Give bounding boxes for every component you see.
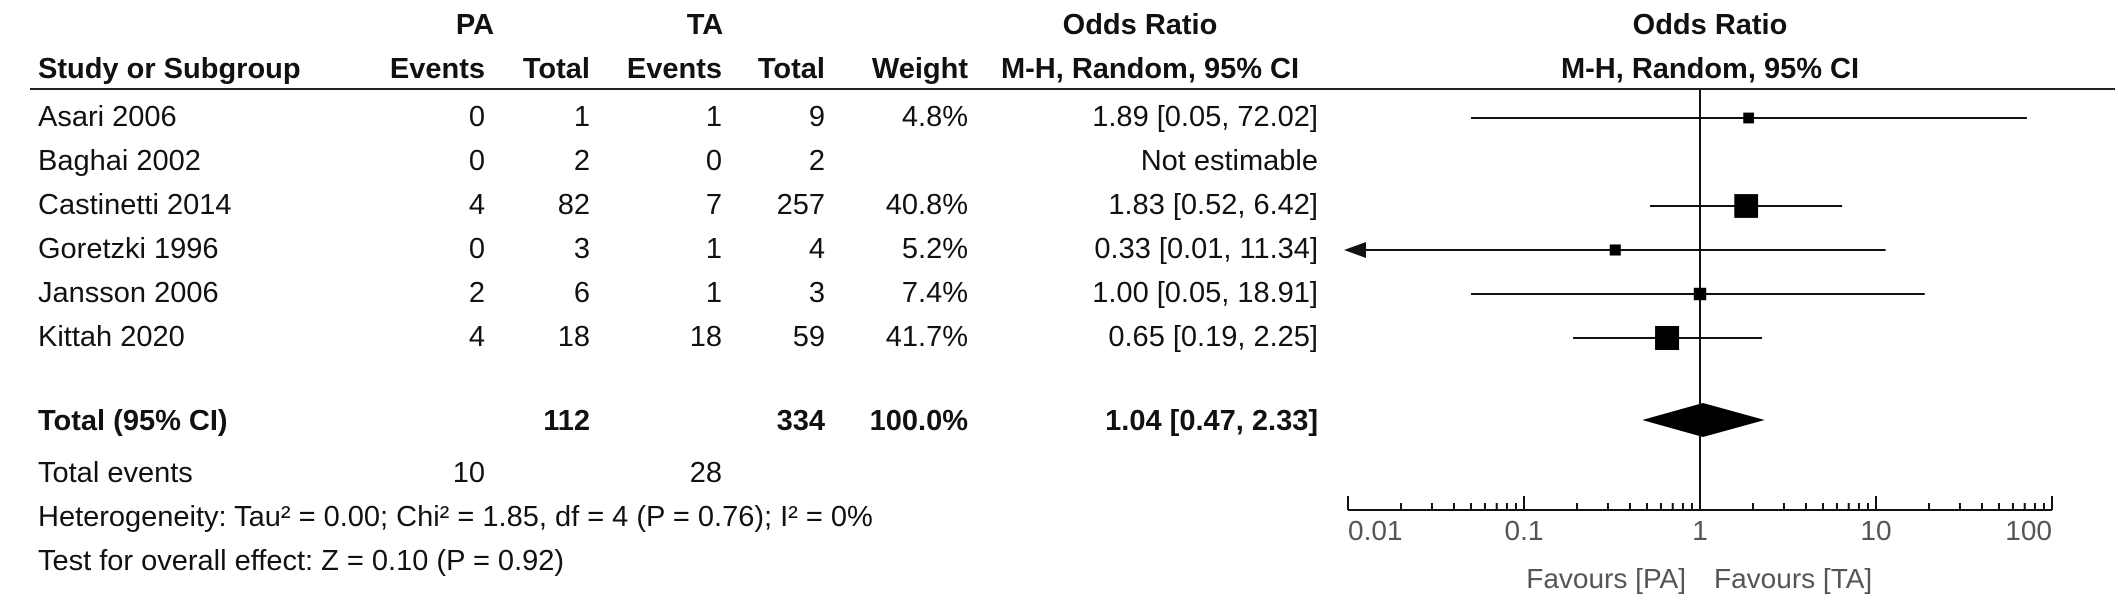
pa-total-header: Total (522, 53, 590, 85)
ta-events-header: Events (626, 53, 722, 85)
total-events-label: Total events (38, 457, 193, 489)
ta-total: 2 (808, 145, 825, 177)
pa-events: 4 (468, 321, 485, 353)
total-label: Total (95% CI) (38, 405, 228, 437)
ta-events: 1 (705, 277, 722, 309)
study-name: Baghai 2002 (38, 145, 201, 177)
ci-arrow (1344, 242, 1366, 258)
favours-left-label: Favours [PA] (1526, 563, 1686, 594)
plot-title: Odds Ratio (1632, 9, 1788, 41)
pooled-diamond (1642, 403, 1765, 437)
study-point (1655, 326, 1680, 350)
study-point (1693, 287, 1707, 301)
study-name: Goretzki 1996 (38, 233, 219, 265)
total-weight: 100.0% (869, 405, 968, 437)
ta-total: 4 (808, 233, 825, 265)
odds-ratio-ci: 1.00 [0.05, 18.91] (1092, 277, 1318, 309)
study-point (1734, 194, 1759, 218)
tick-label: 1 (1692, 515, 1708, 546)
pa-events: 4 (468, 189, 485, 221)
weight: 4.8% (901, 101, 968, 133)
pa-total: 18 (557, 321, 590, 353)
tick-label: 0.1 (1505, 515, 1544, 546)
study-name: Asari 2006 (38, 101, 177, 133)
total-events-ta: 28 (689, 457, 722, 489)
study-name: Kittah 2020 (38, 321, 185, 353)
study-point (1609, 244, 1621, 256)
or-column-title: Odds Ratio (1062, 9, 1218, 41)
pa-total: 3 (573, 233, 590, 265)
pa-total: 82 (557, 189, 590, 221)
pa-events: 0 (468, 233, 485, 265)
total-ci: 1.04 [0.47, 2.33] (1105, 405, 1318, 437)
pa-events: 0 (468, 101, 485, 133)
pa-events-header: Events (389, 53, 485, 85)
pa-events: 2 (468, 277, 485, 309)
ta-events: 7 (705, 189, 722, 221)
tick-label: 100 (2005, 515, 2052, 546)
ta-events: 1 (705, 233, 722, 265)
or-method-header: M-H, Random, 95% CI (1000, 53, 1300, 85)
ta-total: 9 (808, 101, 825, 133)
total-events-pa: 10 (452, 457, 485, 489)
ta-total: 257 (776, 189, 825, 221)
total-pa-total: 112 (543, 405, 590, 437)
favours-right-label: Favours [TA] (1714, 563, 1872, 594)
ta-events: 0 (705, 145, 722, 177)
total-ta-total: 334 (776, 405, 825, 437)
study-name: Castinetti 2014 (38, 189, 232, 221)
odds-ratio-ci: 1.83 [0.52, 6.42] (1108, 189, 1318, 221)
tick-label: 0.01 (1348, 515, 1403, 546)
heterogeneity-text: Heterogeneity: Tau² = 0.00; Chi² = 1.85,… (38, 501, 873, 533)
study-column-header: Study or Subgroup (38, 53, 301, 85)
ta-events: 1 (705, 101, 722, 133)
pa-total: 2 (573, 145, 590, 177)
weight: 5.2% (901, 233, 968, 265)
pa-total: 1 (573, 101, 590, 133)
group2-header: TA (686, 9, 724, 41)
ta-total: 3 (808, 277, 825, 309)
odds-ratio-ci: 0.33 [0.01, 11.34] (1094, 233, 1318, 265)
ta-total-header: Total (757, 53, 825, 85)
ta-total: 59 (792, 321, 825, 353)
pa-events: 0 (468, 145, 485, 177)
group1-header: PA (455, 9, 495, 41)
weight-header: Weight (871, 53, 968, 85)
weight: 41.7% (885, 321, 968, 353)
study-name: Jansson 2006 (38, 277, 219, 309)
odds-ratio-ci: Not estimable (1140, 145, 1318, 177)
odds-ratio-ci: 0.65 [0.19, 2.25] (1108, 321, 1318, 353)
weight: 7.4% (901, 277, 968, 309)
overall-effect-text: Test for overall effect: Z = 0.10 (P = 0… (38, 545, 565, 577)
odds-ratio-ci: 1.89 [0.05, 72.02] (1092, 101, 1318, 133)
pa-total: 6 (573, 277, 590, 309)
weight: 40.8% (885, 189, 968, 221)
plot-method-header: M-H, Random, 95% CI (1560, 53, 1860, 85)
study-point (1743, 112, 1755, 124)
ta-events: 18 (689, 321, 722, 353)
tick-label: 10 (1860, 515, 1891, 546)
header-divider (30, 88, 2115, 90)
